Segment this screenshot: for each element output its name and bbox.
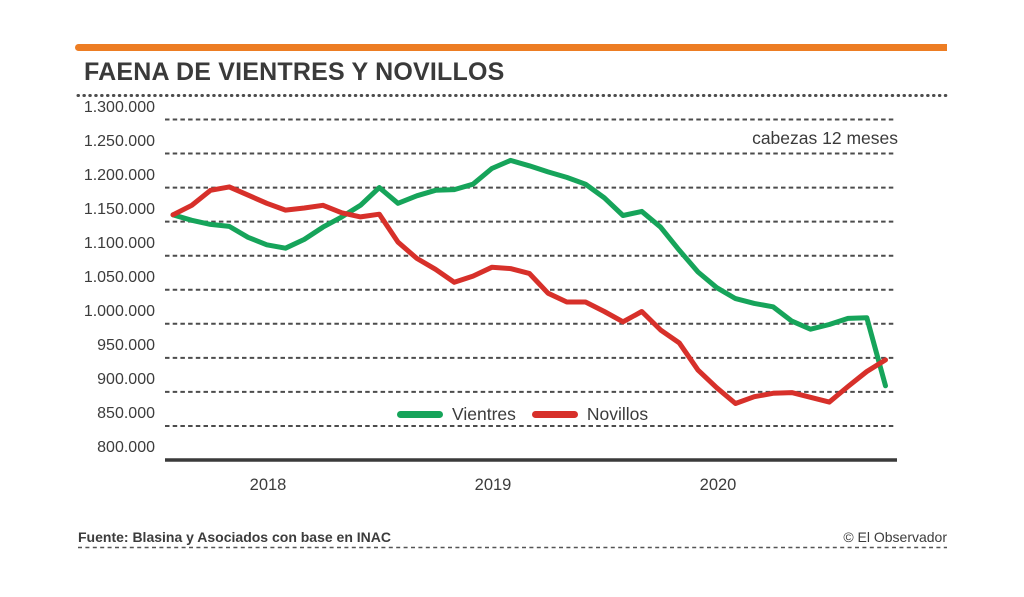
legend-swatch-vientres: [397, 410, 443, 418]
y-axis-tick-label: 950.000: [97, 336, 155, 354]
y-axis-tick-label: 850.000: [97, 404, 155, 422]
y-axis-tick-label: 1.100.000: [83, 234, 155, 252]
y-axis-tick-label: 1.150.000: [83, 200, 155, 218]
chart-title: FAENA DE VIENTRES Y NOVILLOS: [84, 58, 505, 86]
x-axis-tick-label: 2019: [474, 476, 512, 494]
legend-label-novillos: Novillos: [586, 404, 649, 424]
chart-legend: Vientres Novillos: [397, 402, 648, 426]
legend-item-vientres: Vientres: [397, 402, 516, 426]
y-axis-tick-label: 800.000: [97, 439, 155, 456]
accent-bar: [75, 44, 947, 51]
y-axis-tick-label: 1.300.000: [83, 98, 155, 116]
legend-item-novillos: Novillos: [531, 402, 649, 426]
y-axis-tick-label: 1.000.000: [83, 302, 155, 320]
legend-label-vientres: Vientres: [452, 404, 516, 424]
source-note: Fuente: Blasina y Asociados con base en …: [78, 529, 392, 545]
y-axis-tick-label: 1.050.000: [83, 268, 155, 286]
y-axis-tick-label: 900.000: [97, 370, 155, 388]
x-axis-tick-label: 2018: [249, 476, 287, 494]
unit-note: cabezas 12 meses: [752, 128, 898, 148]
series-line-novillos: [170, 184, 888, 406]
series-line-vientres: [170, 157, 888, 389]
legend-swatch-novillos: [531, 410, 578, 418]
y-axis-tick-label: 1.250.000: [83, 132, 155, 150]
y-axis-tick-label: 1.200.000: [83, 166, 155, 184]
credit-note: © El Observador: [843, 529, 947, 545]
x-axis-tick-label: 2020: [699, 476, 737, 494]
